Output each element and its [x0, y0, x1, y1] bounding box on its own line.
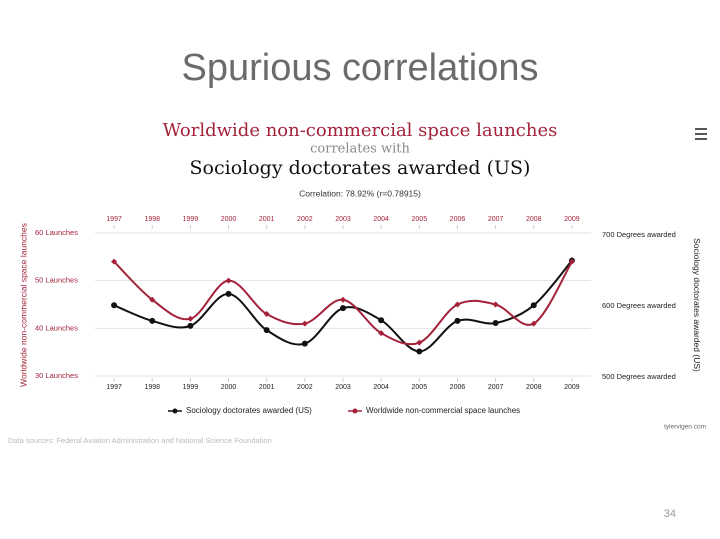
marker [416, 348, 423, 355]
legend-label: Sociology doctorates awarded (US) [186, 406, 312, 415]
y2-tick-label: 600 Degrees awarded [602, 301, 676, 310]
x-tick-label: 2001 [259, 384, 275, 391]
marker [454, 317, 461, 324]
marker [225, 290, 232, 297]
x-tick-label: 2007 [488, 384, 504, 391]
credit: tylervigen.com [664, 424, 706, 431]
x-tick-label: 2002 [297, 384, 313, 391]
x-tick-label-top: 2000 [221, 216, 237, 223]
x-tick-label: 2000 [221, 384, 237, 391]
x-tick-label-top: 1999 [183, 216, 199, 223]
legend-label: Worldwide non-commercial space launches [366, 406, 520, 415]
connector: correlates with [310, 142, 410, 157]
marker [301, 340, 308, 347]
x-tick-label-top: 2004 [373, 216, 389, 223]
menu-icon[interactable] [695, 128, 707, 140]
marker [378, 317, 385, 324]
chart-title: Worldwide non-commercial space launches [163, 120, 558, 141]
marker [378, 330, 385, 337]
x-tick-label: 2009 [564, 384, 580, 391]
marker [111, 302, 118, 309]
y2-tick-label: 500 Degrees awarded [602, 372, 676, 381]
marker [149, 296, 156, 303]
x-tick-label: 1998 [144, 384, 160, 391]
slide-title: Spurious correlations [182, 47, 539, 89]
x-tick-label: 2004 [373, 384, 389, 391]
marker [263, 311, 270, 318]
x-tick-label: 1997 [106, 384, 122, 391]
marker [416, 339, 423, 346]
marker [530, 302, 537, 309]
page-number: 34 [664, 508, 676, 520]
legend-marker [352, 408, 358, 414]
x-tick-label: 2006 [450, 384, 466, 391]
marker [301, 320, 308, 327]
y2-tick-label: 700 Degrees awarded [602, 230, 676, 239]
y2-axis-label: Sociology doctorates awarded (US) [692, 238, 702, 372]
marker [263, 327, 270, 334]
annotation: Correlation: 78.92% (r=0.78915) [299, 188, 421, 198]
x-tick-label-top: 2005 [412, 216, 428, 223]
marker [149, 317, 156, 324]
x-tick-label-top: 1998 [144, 216, 160, 223]
chart-subtitle: Sociology doctorates awarded (US) [190, 157, 531, 179]
y-tick-label: 40 Launches [35, 323, 78, 332]
y-tick-label: 50 Launches [35, 276, 78, 285]
marker [111, 258, 118, 265]
y-axis-label: Worldwide non-commercial space launches [18, 223, 28, 387]
x-tick-label-top: 2006 [450, 216, 466, 223]
x-tick-label-top: 2008 [526, 216, 542, 223]
x-tick-label-top: 2003 [335, 216, 351, 223]
x-tick-label: 2008 [526, 384, 542, 391]
x-tick-label-top: 2007 [488, 216, 504, 223]
marker [568, 258, 575, 265]
x-tick-label: 1999 [183, 384, 199, 391]
y-tick-label: 30 Launches [35, 371, 78, 380]
x-tick-label-top: 2009 [564, 216, 580, 223]
marker [187, 315, 194, 322]
y-tick-label: 60 Launches [35, 228, 78, 237]
marker [340, 305, 346, 312]
marker [340, 296, 346, 303]
legend-marker [172, 408, 178, 414]
marker [492, 301, 499, 308]
marker [187, 322, 194, 329]
marker [225, 277, 232, 284]
marker [530, 320, 537, 327]
x-tick-label: 2005 [412, 384, 428, 391]
marker [492, 320, 499, 327]
x-tick-label-top: 2001 [259, 216, 275, 223]
x-tick-label-top: 1997 [106, 216, 122, 223]
x-tick-label: 2003 [335, 384, 351, 391]
marker [454, 301, 461, 308]
x-tick-label-top: 2002 [297, 216, 313, 223]
source: Data sources: Federal Aviation Administr… [8, 436, 272, 445]
